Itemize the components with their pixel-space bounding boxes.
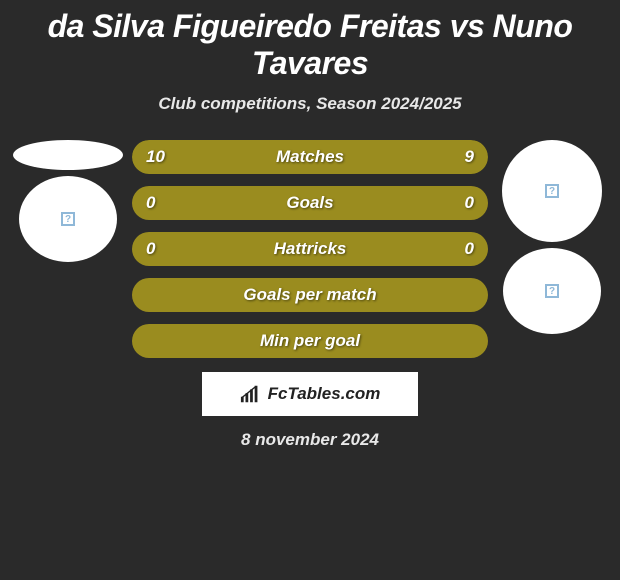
stat-label: Goals — [286, 193, 333, 213]
stat-bar: 10 Matches 9 — [132, 140, 488, 174]
image-placeholder-icon: ? — [545, 284, 559, 298]
stat-label: Goals per match — [243, 285, 376, 305]
stat-value-left: 10 — [146, 147, 165, 167]
infographic-root: da Silva Figueiredo Freitas vs Nuno Tava… — [0, 0, 620, 464]
stat-bar: 0 Goals 0 — [132, 186, 488, 220]
player2-photo-top: ? — [502, 140, 602, 242]
stat-value-right: 9 — [465, 147, 474, 167]
content-row: ? 10 Matches 9 0 Goals 0 0 Hattricks 0 Goals per … — [0, 132, 620, 358]
player2-photo-bottom: ? — [503, 248, 601, 334]
stat-value-left: 0 — [146, 193, 155, 213]
date-text: 8 november 2024 — [0, 416, 620, 464]
fctables-logo: FcTables.com — [202, 372, 418, 416]
logo-text: FcTables.com — [268, 384, 381, 404]
image-placeholder-icon: ? — [545, 184, 559, 198]
stat-bar: Goals per match — [132, 278, 488, 312]
bars-icon — [240, 385, 262, 403]
stat-label: Min per goal — [260, 331, 360, 351]
player1-photo-top — [13, 140, 123, 170]
stat-value-left: 0 — [146, 239, 155, 259]
image-placeholder-icon: ? — [61, 212, 75, 226]
stat-bar: Min per goal — [132, 324, 488, 358]
stats-column: 10 Matches 9 0 Goals 0 0 Hattricks 0 Goals per ma… — [128, 132, 492, 358]
left-player-photos: ? — [8, 132, 128, 262]
right-player-photos: ? ? — [492, 132, 612, 334]
stat-label: Matches — [276, 147, 344, 167]
stat-value-right: 0 — [465, 239, 474, 259]
player1-photo-main: ? — [19, 176, 117, 262]
stat-value-right: 0 — [465, 193, 474, 213]
stat-label: Hattricks — [274, 239, 347, 259]
subtitle: Club competitions, Season 2024/2025 — [0, 86, 620, 132]
stat-bar: 0 Hattricks 0 — [132, 232, 488, 266]
page-title: da Silva Figueiredo Freitas vs Nuno Tava… — [0, 0, 620, 86]
